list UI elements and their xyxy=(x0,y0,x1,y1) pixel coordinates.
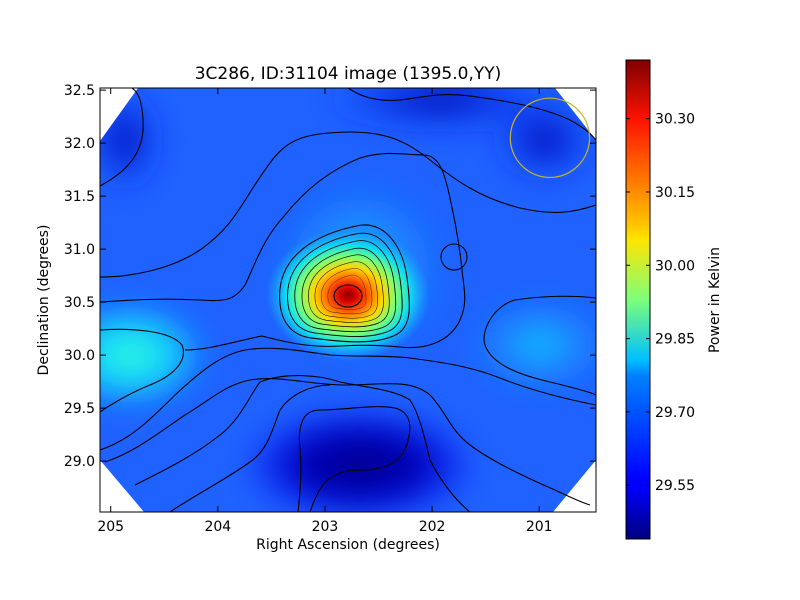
y-tick-label: 29.0 xyxy=(64,454,95,470)
contour-level-10 xyxy=(169,384,331,512)
colorbar-ticks: 29.55 29.70 29.85 30.00 30.15 30.30 xyxy=(626,112,695,494)
contour-level-6 xyxy=(483,295,596,396)
y-tick-label: 30.0 xyxy=(64,348,95,364)
colorbar-tick-label: 29.85 xyxy=(655,332,695,348)
x-tick-label: 204 xyxy=(204,519,231,535)
contour-lines xyxy=(100,88,596,512)
x-axis-label: Right Ascension (degrees) xyxy=(256,537,440,553)
contour-level-8 xyxy=(104,378,591,506)
y-tick-label: 31.0 xyxy=(64,242,95,258)
colorbar-tick-label: 30.15 xyxy=(655,185,695,201)
colorbar-tick-label: 30.30 xyxy=(655,112,695,128)
chart-title: 3C286, ID:31104 image (1395.0,YY) xyxy=(195,64,502,84)
contour-level-9 xyxy=(134,375,471,512)
contour-level-7 xyxy=(100,347,596,451)
x-tick-label: 202 xyxy=(419,519,446,535)
colorbar-tick-label: 29.55 xyxy=(655,478,695,494)
y-tick-label: 31.5 xyxy=(64,189,95,205)
plot-frame xyxy=(99,87,597,513)
heatmap-image xyxy=(100,88,596,512)
contour-level-11 xyxy=(297,406,411,512)
colorbar-label: Power in Kelvin xyxy=(707,247,723,353)
contour-level-2 xyxy=(347,88,596,141)
x-axis-ticks: 205 204 203 202 201 xyxy=(97,88,553,535)
contour-level-3 xyxy=(100,131,596,278)
x-tick-label: 205 xyxy=(97,519,124,535)
y-tick-label: 32.0 xyxy=(64,136,95,152)
y-tick-label: 29.5 xyxy=(64,401,95,417)
beam-circle xyxy=(509,97,591,179)
x-tick-label: 201 xyxy=(526,519,553,535)
colorbar-gradient xyxy=(625,59,651,540)
contour-small-circle xyxy=(440,243,468,271)
y-axis-ticks: 29.0 29.5 30.0 30.5 31.0 31.5 32.0 32.5 xyxy=(64,83,596,470)
peak-contours xyxy=(279,224,410,343)
y-tick-label: 30.5 xyxy=(64,295,95,311)
colorbar-tick-label: 30.00 xyxy=(655,258,695,274)
contour-level-1 xyxy=(100,88,144,187)
colorbar-tick-label: 29.70 xyxy=(655,405,695,421)
contour-level-5 xyxy=(100,328,184,413)
y-axis-label: Declination (degrees) xyxy=(36,225,52,376)
colorbar: 29.55 29.70 29.85 30.00 30.15 30.30 Power in … xyxy=(625,59,723,540)
y-tick-label: 32.5 xyxy=(64,83,95,99)
x-tick-label: 203 xyxy=(312,519,339,535)
contour-level-4 xyxy=(100,152,466,351)
